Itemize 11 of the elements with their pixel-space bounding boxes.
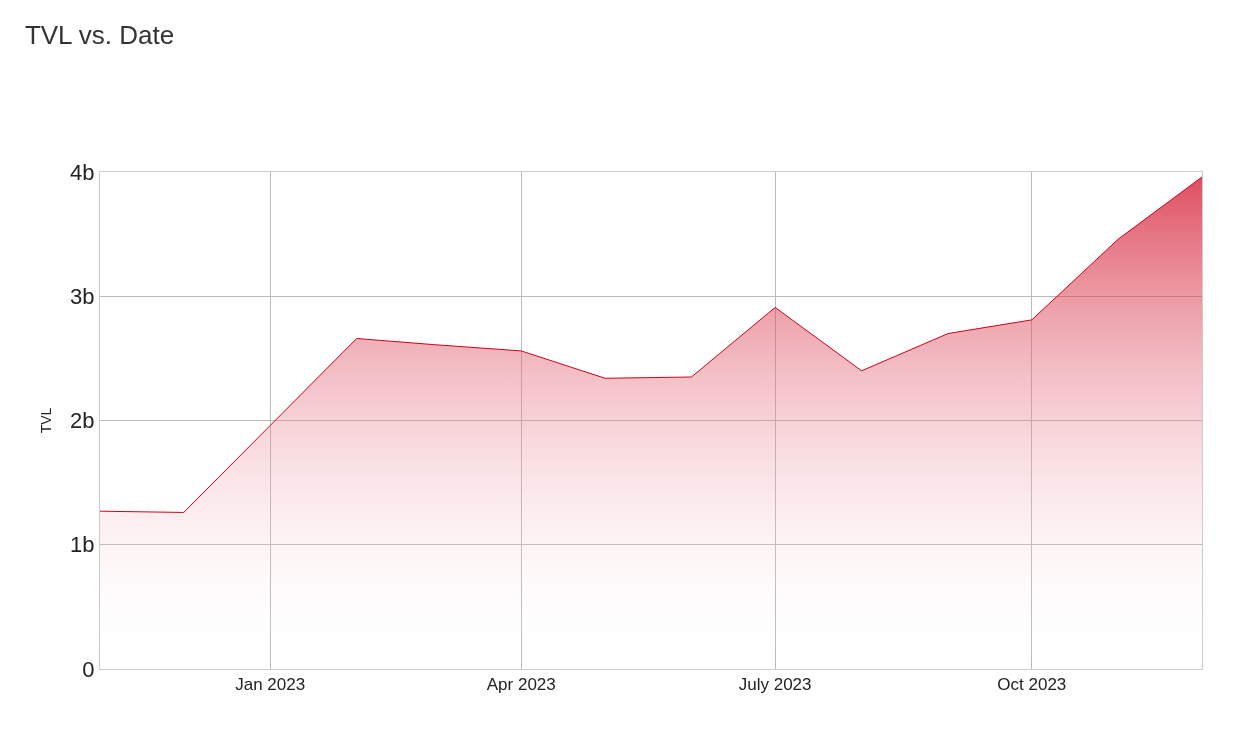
y-tick-label: 2b [70,408,95,434]
y-tick-label: 4b [70,159,95,185]
y-axis-title: TVL [37,407,54,434]
x-tick-label: Jan 2023 [235,675,306,695]
x-tick-label: Oct 2023 [997,675,1067,695]
y-tick-label: 3b [70,283,95,309]
y-tick-label: 1b [70,532,95,558]
x-tick-label: July 2023 [738,675,812,695]
y-tick-label: 0 [82,656,95,682]
chart-title: TVL vs. Date [24,19,175,50]
x-tick-label: Apr 2023 [486,675,556,695]
